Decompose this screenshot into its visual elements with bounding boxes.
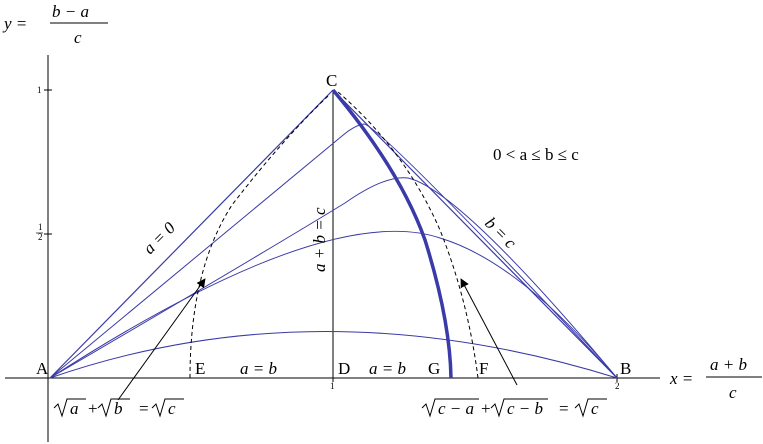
eq-left-t1: a <box>70 399 79 418</box>
eq-left-t2: b <box>114 399 123 418</box>
condition-label: 0 < a ≤ b ≤ c <box>493 145 579 164</box>
y-tick-label-half-den: 2 <box>38 232 43 242</box>
y-tick-label-half-num: 1 <box>38 222 43 232</box>
point-F: F <box>479 359 488 378</box>
point-G: G <box>428 359 440 378</box>
sqrt-sign-a <box>53 398 86 418</box>
eq-left-eq: = <box>139 399 149 418</box>
y-axis-title: y = b − a c <box>2 2 108 47</box>
label-a-plus-b-eq-c: a + b = c <box>310 207 329 272</box>
eq-left-plus: + <box>88 399 98 418</box>
eq-right-t2: c − b <box>507 399 543 418</box>
curve-family-4 <box>49 123 618 379</box>
curve-family-1 <box>49 331 618 379</box>
sqrt-sign-c-minus-b <box>490 398 548 418</box>
x-axis-den: c <box>729 383 737 402</box>
label-a-eq-b-left: a = b <box>240 359 277 378</box>
dashed-curve-right <box>337 91 479 379</box>
point-E: E <box>195 359 205 378</box>
x-axis-num: a + b <box>710 355 747 374</box>
eq-right-eq: = <box>559 399 569 418</box>
dashed-curve-left <box>189 95 329 379</box>
sqrt-sign-c-right <box>574 398 607 418</box>
edge-a-zero <box>49 89 334 379</box>
eq-right-t3: c <box>591 399 599 418</box>
point-C: C <box>326 71 337 90</box>
sqrt-sign-c <box>151 398 184 418</box>
y-axis-lhs: y = <box>2 14 27 33</box>
equation-left: a + b = c <box>53 398 184 418</box>
arrow-left <box>117 278 206 401</box>
y-tick-label-1: 1 <box>37 85 42 95</box>
point-B: B <box>620 359 631 378</box>
point-D: D <box>338 359 350 378</box>
point-A: A <box>36 359 49 378</box>
eq-right-plus: + <box>481 399 491 418</box>
x-tick-label-2: 2 <box>615 381 620 391</box>
equation-right: c − a + c − b = c <box>421 398 607 418</box>
y-axis-num: b − a <box>52 2 89 21</box>
thick-curve-c-to-g <box>331 88 453 379</box>
sqrt-sign-b <box>97 398 130 418</box>
arrow-right <box>460 278 518 386</box>
x-axis-lhs: x = <box>669 369 693 388</box>
eq-left-t3: c <box>168 399 176 418</box>
label-a-eq-b-right: a = b <box>369 359 406 378</box>
x-tick-label-1: 1 <box>330 381 335 391</box>
curve-family-3 <box>49 177 618 379</box>
x-axis-title: x = a + b c <box>669 355 762 402</box>
eq-right-t1: c − a <box>438 399 474 418</box>
sqrt-sign-c-minus-a <box>421 398 479 418</box>
y-axis-den: c <box>74 28 82 47</box>
edge-b-eq-c <box>332 89 618 379</box>
